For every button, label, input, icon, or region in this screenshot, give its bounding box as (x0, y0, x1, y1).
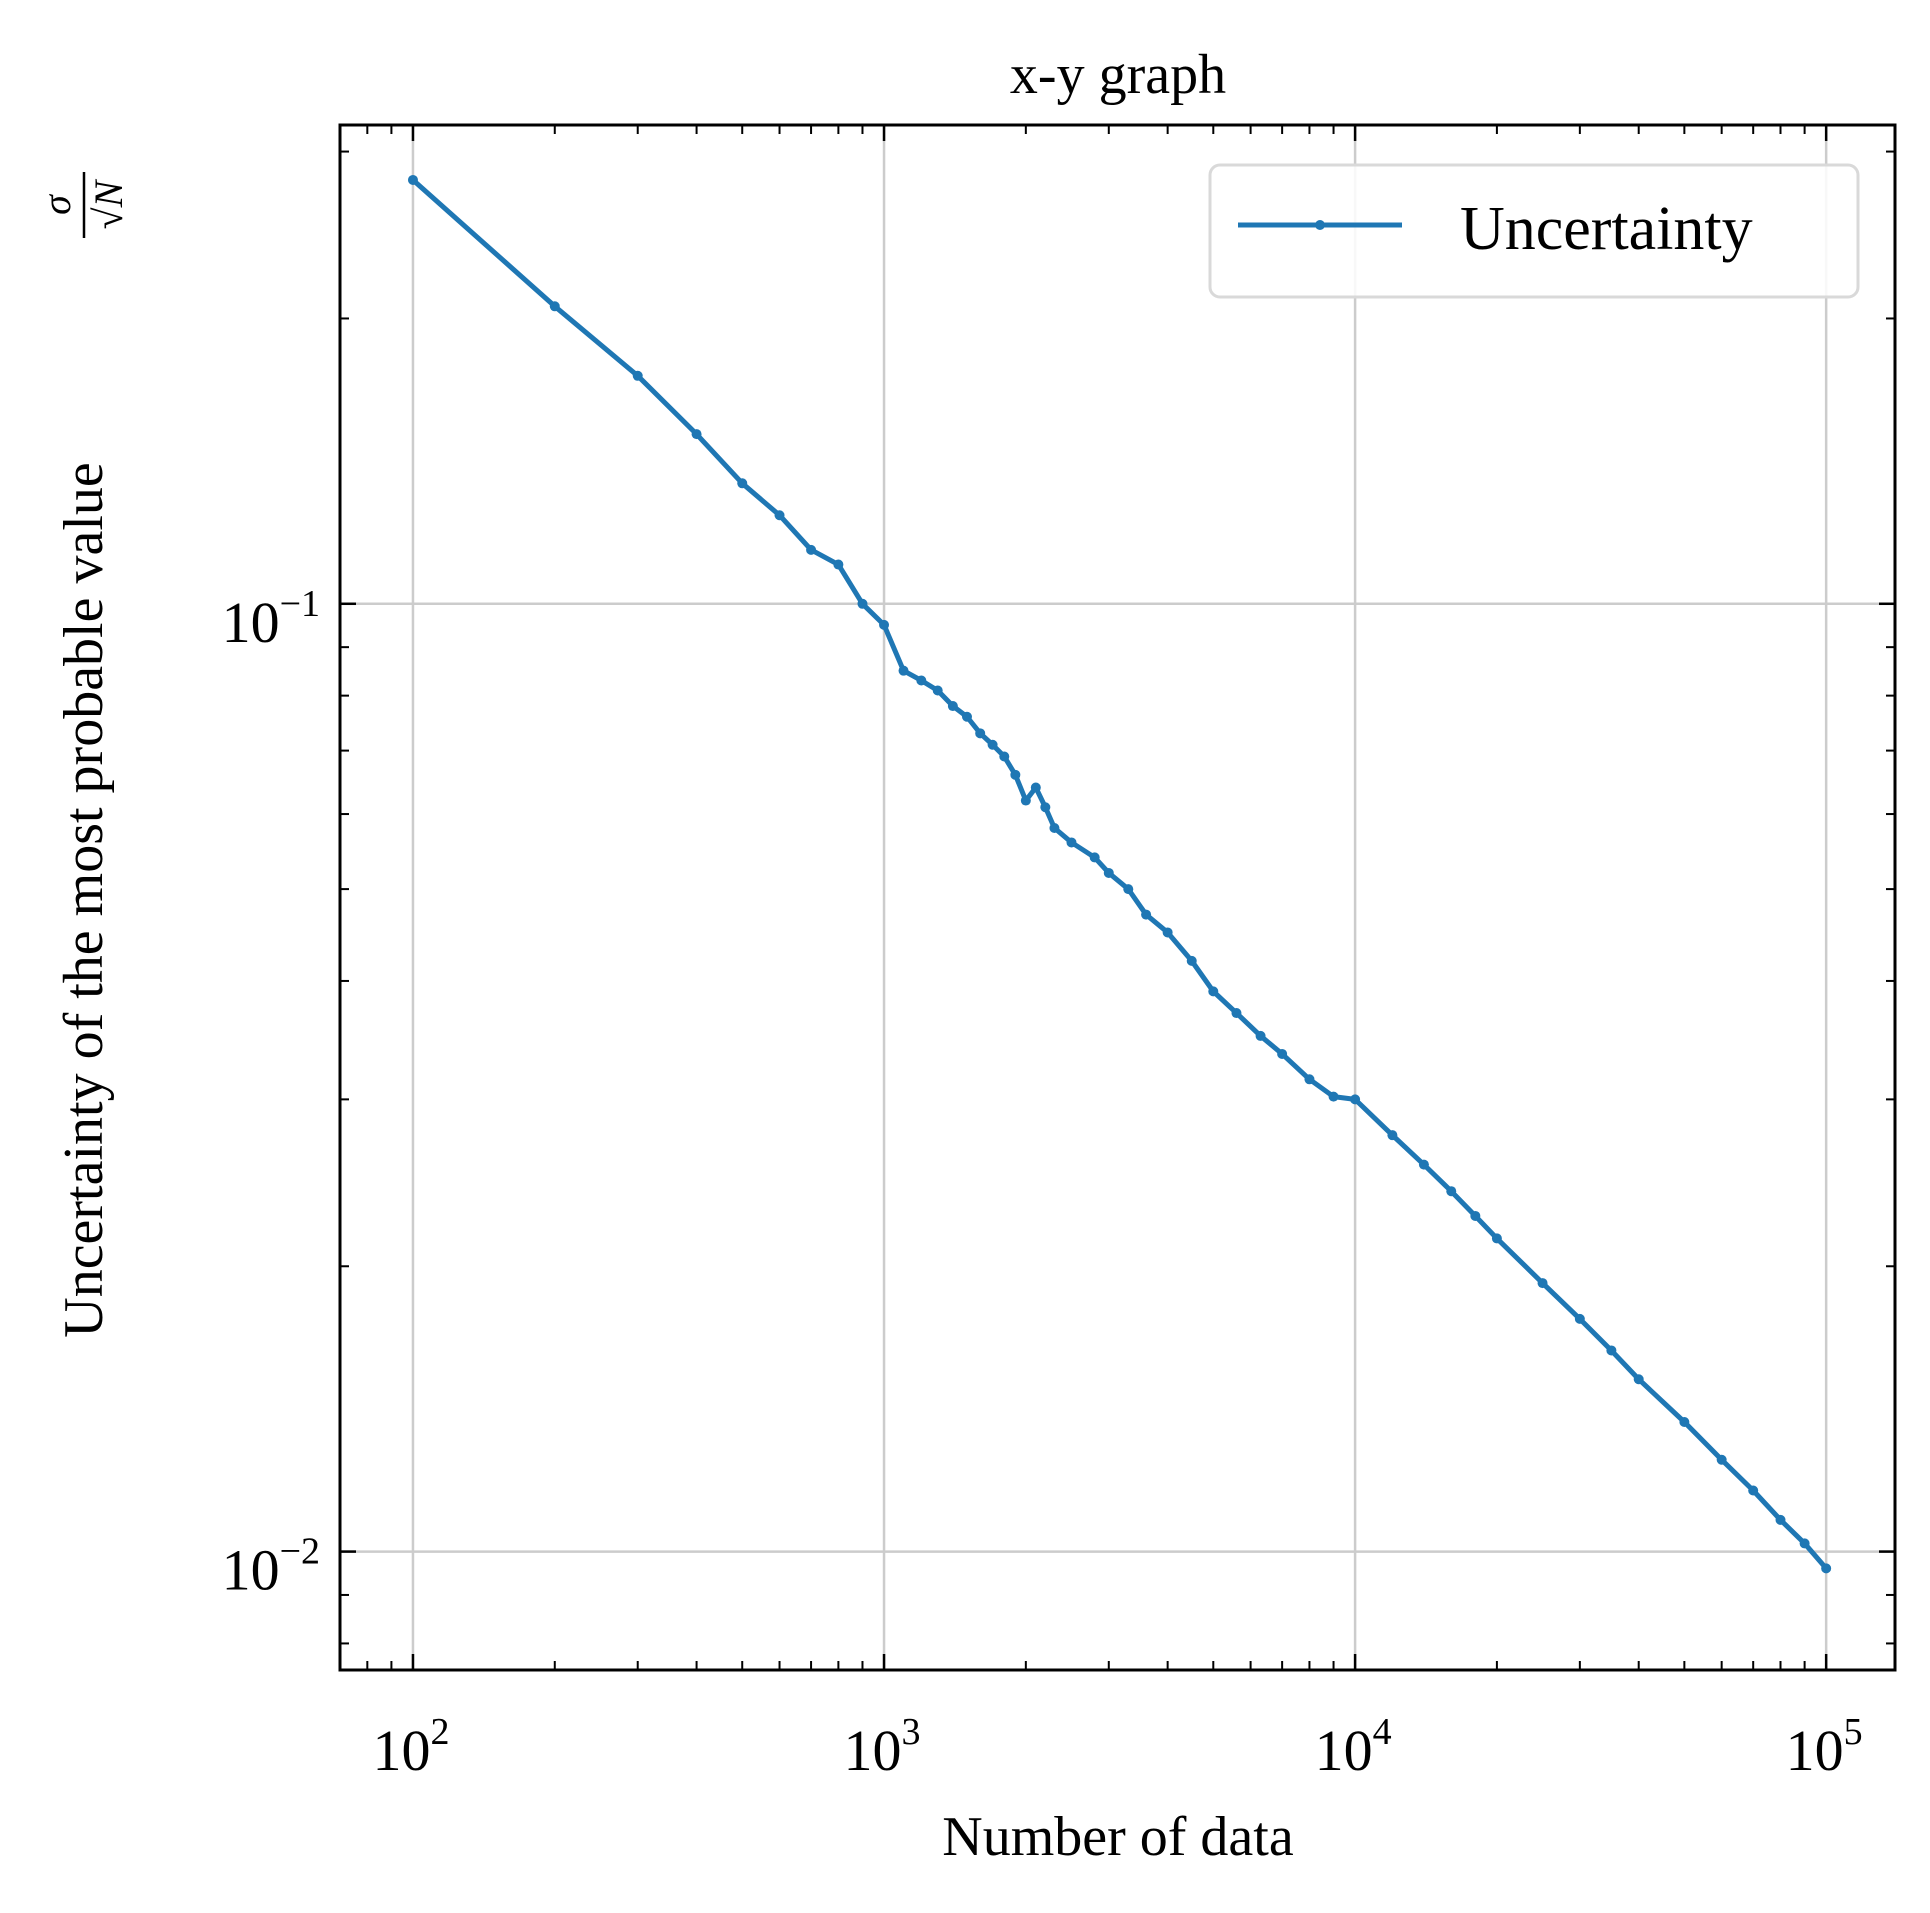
data-point (932, 685, 943, 696)
data-point (1255, 1030, 1266, 1041)
data-point (1066, 837, 1077, 848)
data-point (632, 370, 643, 381)
data-point (1821, 1563, 1832, 1574)
data-point (1010, 769, 1021, 780)
data-point (1208, 986, 1219, 997)
data-point (857, 598, 868, 609)
data-point (1633, 1374, 1644, 1385)
data-point (1304, 1074, 1315, 1085)
data-point (898, 665, 909, 676)
x-tick-label: 103 (844, 1711, 921, 1783)
data-point (691, 429, 702, 440)
data-point (975, 728, 986, 739)
chart-title: x-y graph (1010, 44, 1226, 106)
plot-frame (338, 123, 1897, 1672)
data-point (1606, 1345, 1617, 1356)
data-point (1748, 1485, 1759, 1496)
legend-box (1208, 163, 1860, 299)
data-point (1103, 867, 1114, 878)
y-tick-label: 10−1 (222, 583, 320, 655)
data-point (1040, 802, 1051, 813)
x-tick-label: 102 (372, 1711, 449, 1783)
data-point (1350, 1094, 1361, 1105)
data-point (1387, 1130, 1398, 1141)
data-point (1470, 1210, 1481, 1221)
legend-label: Uncertainty (1460, 195, 1753, 263)
data-point (1089, 852, 1100, 863)
data-point (1162, 927, 1173, 938)
data-point (961, 711, 972, 722)
data-point (1141, 909, 1152, 920)
x-tick-labels: 102 103 104 105 (372, 1711, 1862, 1783)
data-point (774, 510, 785, 521)
x-tick-label: 104 (1315, 1711, 1392, 1783)
data-point (1277, 1048, 1288, 1059)
legend-marker-swatch (1315, 220, 1325, 230)
legend: Uncertainty (1208, 163, 1860, 299)
data-point (1030, 782, 1041, 793)
data-point (549, 301, 560, 312)
y-axis-label: Uncertainty of the most probable value (53, 462, 115, 1338)
data-point (1491, 1233, 1502, 1244)
data-point (407, 174, 418, 185)
series-line-uncertainty (410, 177, 1829, 1571)
data-point (1537, 1278, 1548, 1289)
data-point (1574, 1313, 1585, 1324)
data-point (1186, 955, 1197, 966)
data-point (1775, 1514, 1786, 1525)
data-point (1446, 1186, 1457, 1197)
x-axis-label: Number of data (942, 1806, 1294, 1868)
series-layer (407, 174, 1832, 1574)
data-point (1679, 1417, 1690, 1427)
data-point (999, 751, 1010, 762)
data-point (1049, 823, 1060, 833)
data-point (1020, 795, 1031, 806)
data-point (737, 478, 748, 489)
x-tick-label: 105 (1786, 1711, 1863, 1783)
y-tick-labels: 10−2 10−1 (222, 583, 320, 1603)
y-axis-label-group: Uncertainty of the most probable value σ… (34, 172, 131, 1338)
data-point (916, 675, 927, 686)
major-ticks (340, 125, 1895, 1670)
data-point (833, 559, 844, 570)
data-point (879, 619, 890, 630)
data-point (1328, 1091, 1339, 1102)
data-point (947, 701, 958, 712)
y-axis-formula-numerator: σ (34, 194, 79, 215)
grid-lines (340, 125, 1895, 1670)
data-point (987, 739, 998, 750)
y-tick-label: 10−2 (222, 1531, 320, 1603)
data-point (1716, 1454, 1727, 1465)
data-point (1231, 1008, 1242, 1019)
data-point (1418, 1159, 1429, 1170)
data-point (1123, 884, 1134, 895)
y-axis-formula-denominator: √N (86, 178, 131, 229)
data-point (1799, 1538, 1810, 1549)
data-point (806, 544, 817, 555)
